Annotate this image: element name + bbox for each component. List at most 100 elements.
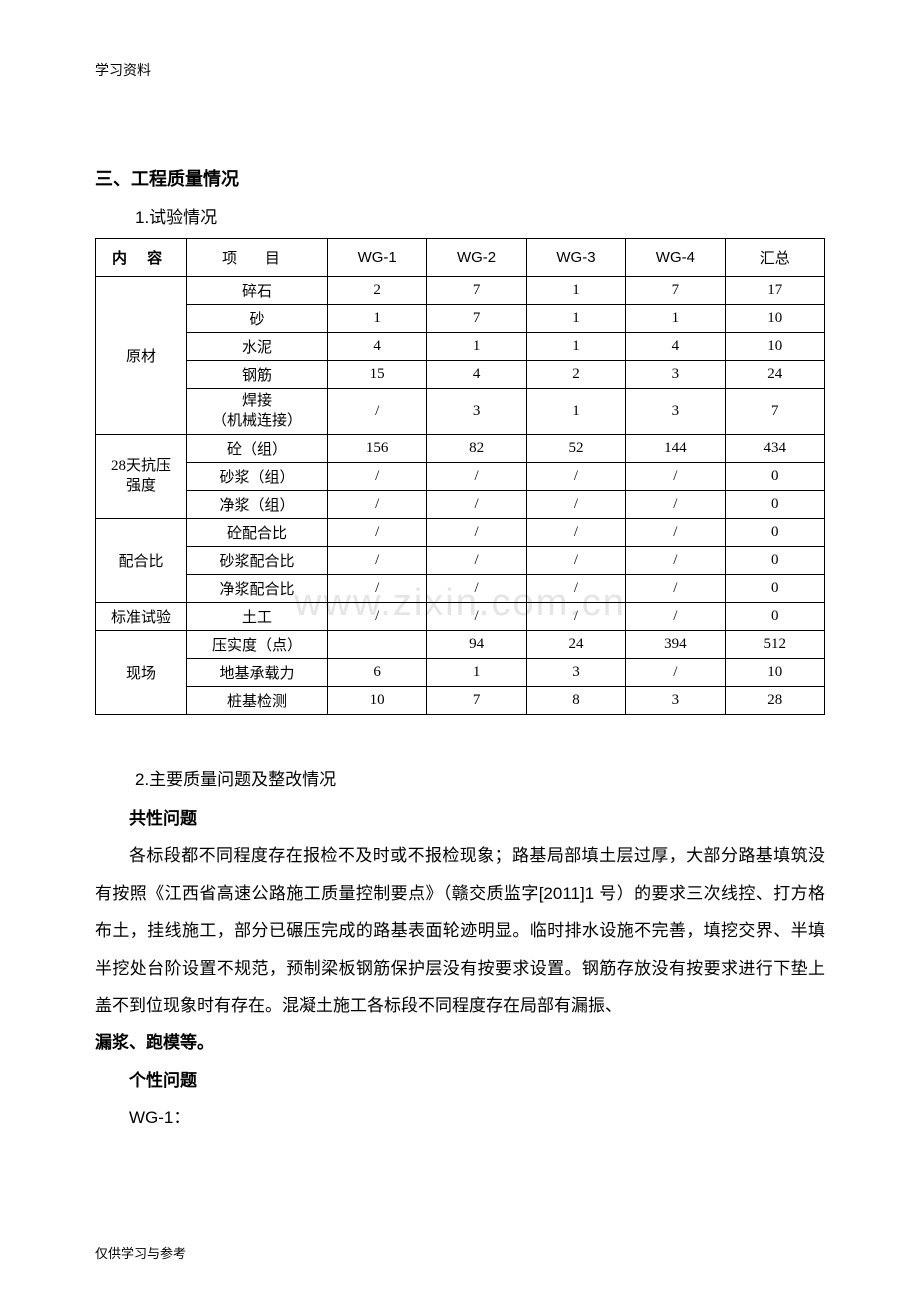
data-cell: 1 [526, 305, 625, 333]
data-cell: 1 [327, 305, 426, 333]
data-cell: 10 [327, 687, 426, 715]
data-cell: 28 [725, 687, 824, 715]
data-cell: 1 [526, 333, 625, 361]
data-cell: 0 [725, 463, 824, 491]
data-cell: 52 [526, 435, 625, 463]
data-cell: 394 [626, 631, 725, 659]
table-row: 砂浆（组）////0 [96, 463, 825, 491]
data-cell: 10 [725, 333, 824, 361]
data-cell: 15 [327, 361, 426, 389]
table-row: 焊接（机械连接）/3137 [96, 389, 825, 435]
table-row: 砂171110 [96, 305, 825, 333]
item-cell: 净浆（组） [187, 491, 328, 519]
footer-label: 仅供学习与参考 [95, 1243, 186, 1262]
item-cell: 净浆配合比 [187, 575, 328, 603]
item-cell: 砂浆配合比 [187, 547, 328, 575]
item-cell: 砂浆（组） [187, 463, 328, 491]
data-cell: 1 [526, 277, 625, 305]
data-cell: 10 [725, 305, 824, 333]
data-cell: 8 [526, 687, 625, 715]
col-header-item: 项 目 [187, 239, 328, 277]
table-row: 水泥411410 [96, 333, 825, 361]
data-cell: 17 [725, 277, 824, 305]
data-cell: 0 [725, 491, 824, 519]
data-cell: 512 [725, 631, 824, 659]
item-cell: 土工 [187, 603, 328, 631]
category-cell: 原材 [96, 277, 187, 435]
data-cell: / [427, 463, 526, 491]
data-cell: / [526, 603, 625, 631]
data-cell: 156 [327, 435, 426, 463]
col-header-wg1: WG-1 [327, 239, 426, 277]
data-cell: 3 [526, 659, 625, 687]
data-cell: / [327, 389, 426, 435]
data-cell: 10 [725, 659, 824, 687]
data-table: 内 容 项 目 WG-1 WG-2 WG-3 WG-4 汇总 原材碎石27171… [95, 238, 825, 715]
data-cell: / [427, 491, 526, 519]
data-cell [327, 631, 426, 659]
table-row: 标准试验土工////0 [96, 603, 825, 631]
item-cell: 砼（组） [187, 435, 328, 463]
common-issue-title: 共性问题 [95, 800, 825, 837]
data-cell: 7 [427, 305, 526, 333]
table-row: 钢筋1542324 [96, 361, 825, 389]
data-cell: / [626, 519, 725, 547]
item-cell: 碎石 [187, 277, 328, 305]
data-cell: / [526, 463, 625, 491]
data-cell: 2 [327, 277, 426, 305]
data-cell: 144 [626, 435, 725, 463]
data-cell: 4 [327, 333, 426, 361]
table-row: 桩基检测1078328 [96, 687, 825, 715]
data-cell: / [626, 603, 725, 631]
data-cell: 1 [526, 389, 625, 435]
table-row: 净浆配合比////0 [96, 575, 825, 603]
data-cell: 4 [427, 361, 526, 389]
content-wrapper: 学习资料 三、工程质量情况 1.试验情况 内 容 项 目 WG-1 WG-2 W… [95, 60, 825, 1137]
subsection1-title: 1.试验情况 [135, 203, 825, 228]
table-header-row: 内 容 项 目 WG-1 WG-2 WG-3 WG-4 汇总 [96, 239, 825, 277]
item-cell: 焊接（机械连接） [187, 389, 328, 435]
col-header-wg4: WG-4 [626, 239, 725, 277]
table-row: 原材碎石271717 [96, 277, 825, 305]
data-cell: 3 [626, 687, 725, 715]
data-cell: 4 [626, 333, 725, 361]
data-cell: / [526, 575, 625, 603]
table-row: 28天抗压强度砼（组）1568252144434 [96, 435, 825, 463]
table-row: 净浆（组）////0 [96, 491, 825, 519]
data-cell: / [526, 491, 625, 519]
data-cell: / [626, 575, 725, 603]
data-cell: 3 [427, 389, 526, 435]
item-cell: 压实度（点） [187, 631, 328, 659]
data-cell: / [626, 547, 725, 575]
data-cell: / [427, 519, 526, 547]
data-cell: 3 [626, 361, 725, 389]
data-cell: / [327, 575, 426, 603]
subsection2-title: 2.主要质量问题及整改情况 [135, 765, 825, 790]
data-cell: / [526, 519, 625, 547]
data-cell: 7 [427, 687, 526, 715]
item-cell: 水泥 [187, 333, 328, 361]
table-row: 地基承载力613/10 [96, 659, 825, 687]
category-cell: 28天抗压强度 [96, 435, 187, 519]
body-paragraph-1: 各标段都不同程度存在报检不及时或不报检现象；路基局部填土层过厚，大部分路基填筑没… [95, 837, 825, 1024]
data-cell: 1 [427, 333, 526, 361]
data-cell: 6 [327, 659, 426, 687]
item-cell: 桩基检测 [187, 687, 328, 715]
data-cell: / [327, 519, 426, 547]
individual-issue-title: 个性问题 [95, 1062, 825, 1099]
data-cell: 0 [725, 547, 824, 575]
table-row: 配合比砼配合比////0 [96, 519, 825, 547]
data-cell: 2 [526, 361, 625, 389]
data-cell: / [427, 547, 526, 575]
col-header-wg2: WG-2 [427, 239, 526, 277]
data-cell: 24 [526, 631, 625, 659]
table-body: 原材碎石271717砂171110水泥411410钢筋1542324焊接（机械连… [96, 277, 825, 715]
data-cell: 7 [626, 277, 725, 305]
item-cell: 砼配合比 [187, 519, 328, 547]
item-cell: 钢筋 [187, 361, 328, 389]
data-cell: 82 [427, 435, 526, 463]
col-header-content: 内 容 [96, 239, 187, 277]
data-cell: 1 [427, 659, 526, 687]
item-cell: 砂 [187, 305, 328, 333]
col-header-wg3: WG-3 [526, 239, 625, 277]
